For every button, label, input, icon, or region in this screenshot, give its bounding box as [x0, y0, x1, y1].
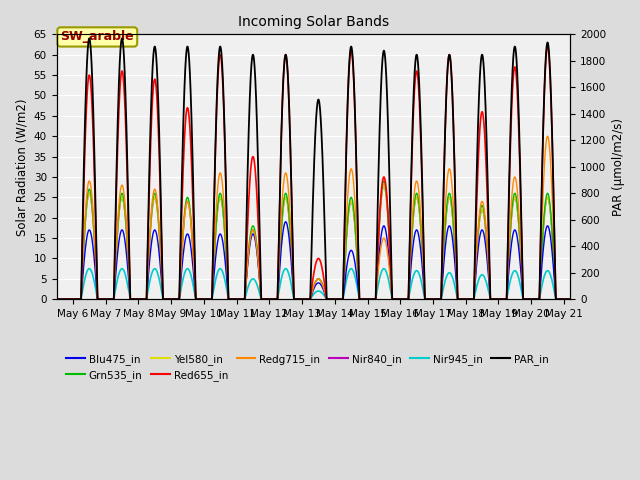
Text: SW_arable: SW_arable — [60, 30, 134, 44]
Y-axis label: Solar Radiation (W/m2): Solar Radiation (W/m2) — [15, 98, 28, 236]
Legend: Blu475_in, Grn535_in, Yel580_in, Red655_in, Redg715_in, Nir840_in, Nir945_in, PA: Blu475_in, Grn535_in, Yel580_in, Red655_… — [61, 349, 553, 385]
Y-axis label: PAR (μmol/m2/s): PAR (μmol/m2/s) — [612, 118, 625, 216]
Title: Incoming Solar Bands: Incoming Solar Bands — [238, 15, 389, 29]
